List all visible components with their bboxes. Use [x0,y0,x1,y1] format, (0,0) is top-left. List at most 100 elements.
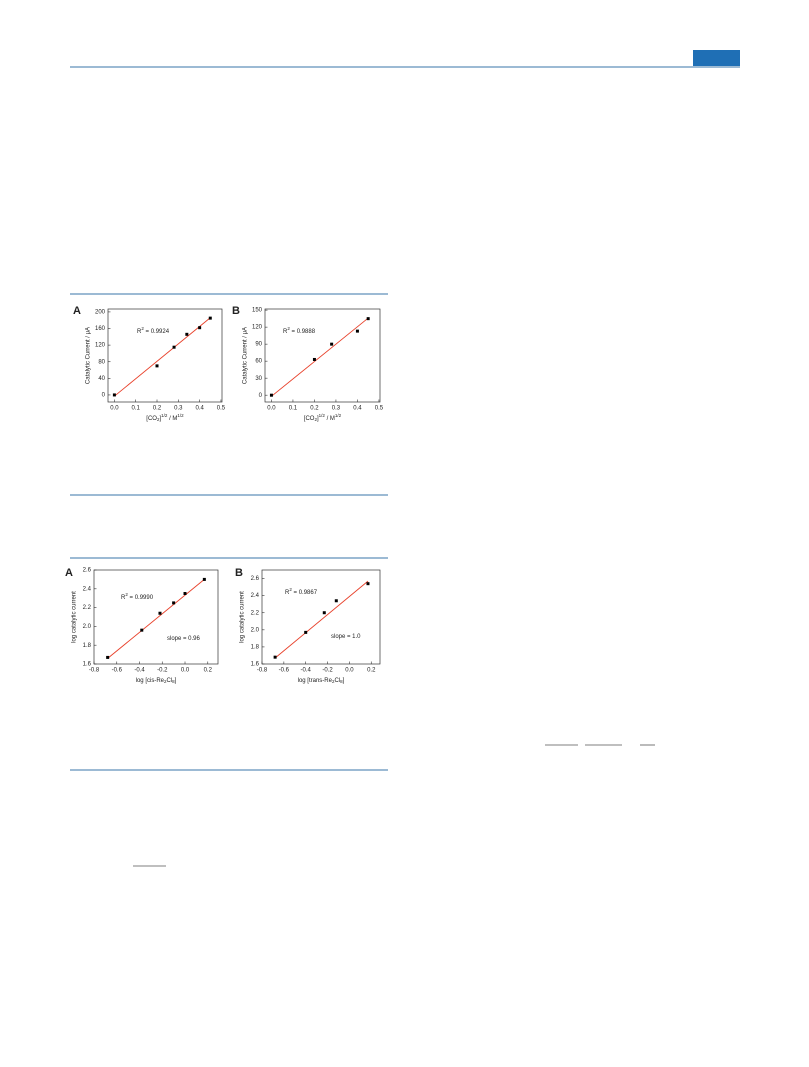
text-run: log [cis-Re [136,678,165,684]
text-run: 2 [164,679,167,684]
x-tick-label: 0.4 [353,406,362,412]
x-tick-label: 0.5 [217,406,226,412]
data-point [208,316,212,320]
x-tick-label: 0.0 [345,668,354,674]
text-run: 2 [125,592,128,597]
data-point [322,611,326,615]
annotation: slope = 1.0 [331,634,361,640]
x-tick-label: -0.8 [89,668,100,674]
y-tick-label: 2.6 [251,576,260,582]
text-run: 1/2 [177,413,184,418]
text-run: [CO [146,416,157,422]
data-point [185,332,189,336]
text-run: 2 [157,417,160,422]
text-run: 1/2 [335,413,342,418]
y-tick-label: 160 [95,326,106,332]
annotation: R2 = 0.9990 [121,592,154,600]
plot-frame [261,569,381,665]
annotation: R2 = 0.9888 [283,326,316,334]
x-axis-label: [CO2]1/2 / M1/2 [146,413,184,422]
plot-frame [264,308,381,403]
x-tick-label: -0.2 [322,668,333,674]
x-tick-label: 0.5 [375,406,384,412]
x-tick-label: 0.1 [289,406,298,412]
text-run: R [137,329,142,335]
x-tick-label: 0.1 [132,406,141,412]
text-run: 2 [332,679,335,684]
text-run: ] [317,416,319,422]
y-axis-label: log catalytic current [240,591,246,643]
text-run: Cl [167,678,173,684]
plot-frame [93,569,219,665]
x-tick-label: 0.2 [204,668,213,674]
x-tick-label: 0.2 [153,406,162,412]
y-axis-label: Catalytic Current / μA [86,327,92,384]
text-run: / M [167,416,177,422]
fit-line [271,317,369,397]
underline-marks [133,744,655,867]
x-tick-label: 0.0 [267,406,276,412]
y-axis-label: Catalytic Current / μA [243,327,249,384]
panel-label: A [73,305,81,317]
x-tick-label: -0.6 [112,668,123,674]
text-run: [CO [304,416,315,422]
data-point [202,577,206,581]
text-run: = 0.9888 [290,329,316,335]
text-run: 1/2 [161,413,168,418]
y-tick-label: 2.0 [251,627,260,633]
y-tick-label: 40 [98,376,105,382]
data-point [269,393,273,397]
y-axis-label: log catalytic current [72,591,78,643]
x-tick-label: 0.0 [181,668,190,674]
x-axis-label: log [cis-Re2Cl8] [136,678,177,684]
annotation: R2 = 0.9867 [285,587,318,595]
data-point [330,342,334,346]
x-tick-label: -0.2 [157,668,168,674]
data-point [106,655,110,659]
data-point [172,345,176,349]
text-run: R [283,329,288,335]
x-axis-label: log [trans-Re2Cl8] [298,678,345,684]
panel-label: B [235,567,243,579]
data-point [366,582,370,586]
x-tick-label: -0.4 [301,668,312,674]
text-run: 2 [289,587,292,592]
text-run: Cl [335,678,341,684]
data-point [158,611,162,615]
fit-line [114,317,211,397]
data-point [273,655,277,659]
y-tick-label: 2.2 [83,605,92,611]
y-tick-label: 120 [252,325,263,331]
data-point [198,326,202,330]
text-run: slope = 1.0 [331,634,361,640]
y-tick-label: 1.6 [83,662,92,668]
data-point [155,364,159,368]
fit-line [274,580,369,659]
text-run: ] [159,416,161,422]
y-tick-label: 1.8 [251,644,260,650]
data-point [304,630,308,634]
text-run: = 0.9990 [128,595,154,601]
data-point [355,329,359,333]
x-tick-label: 0.4 [195,406,204,412]
y-tick-label: 0 [259,393,263,399]
text-run: log [trans-Re [298,678,333,684]
y-tick-label: 2.0 [83,624,92,630]
text-run: / M [325,416,335,422]
y-tick-label: 90 [255,342,262,348]
y-tick-label: 2.4 [83,586,92,592]
x-tick-label: -0.4 [134,668,145,674]
header-tab [693,50,740,66]
panel-label: B [232,305,240,317]
x-tick-label: 0.2 [310,406,319,412]
data-point [312,357,316,361]
panel-label: A [65,567,73,579]
data-point [183,592,187,595]
data-point [366,317,370,321]
y-tick-label: 150 [252,308,263,314]
y-tick-label: 30 [255,376,262,382]
plot-frame [107,308,223,403]
x-tick-label: 0.3 [174,406,183,412]
